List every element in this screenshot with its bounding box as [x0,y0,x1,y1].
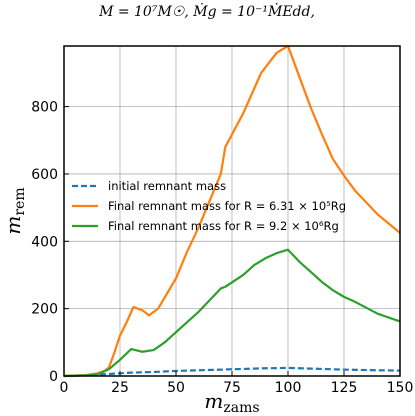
series-line-2 [63,44,401,378]
ticks: 0 25 50 75 100 125 150 0 200 400 600 800 [31,100,413,396]
series-lines [63,44,401,378]
x-tick-label: 0 [60,380,69,396]
chart-title: M = 10⁷M☉, Ṁg = 10⁻¹ṀEdd, [98,2,315,20]
y-tick-label: 400 [31,234,58,250]
axis-labels: mzams mrem [1,187,260,416]
grid [63,46,401,377]
x-tick-label: 150 [387,380,414,396]
y-axis-label: mrem [1,187,28,234]
legend-label-3: Final remnant mass for R = 9.2 × 10⁶Rg [108,219,339,233]
y-tick-label: 800 [31,100,58,116]
legend-label-1: initial remnant mass [108,179,226,193]
series-line-1 [63,366,401,378]
x-tick-label: 25 [111,380,129,396]
legend-label-2: Final remnant mass for R = 6.31 × 10⁵Rg [108,199,346,213]
y-tick-label: 600 [31,167,58,183]
x-tick-label: 125 [331,380,358,396]
y-tick-label: 200 [31,302,58,318]
series-line-3 [63,248,401,378]
x-axis-label: mzams [204,389,259,416]
x-tick-label: 100 [275,380,302,396]
title-text: M = 10⁷M☉, Ṁg = 10⁻¹ṀEdd, [98,2,315,20]
legend: initial remnant mass Final remnant mass f… [72,179,346,233]
y-tick-label: 0 [49,369,58,385]
x-tick-label: 75 [223,380,241,396]
x-tick-label: 50 [167,380,185,396]
